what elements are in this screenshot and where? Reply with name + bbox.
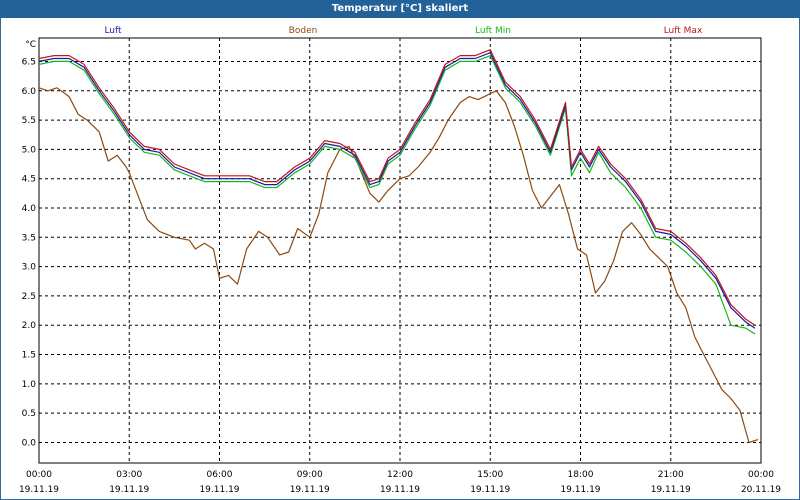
series-line-luft-max (38, 49, 756, 326)
plot-area (38, 37, 762, 464)
y-tick-label: 6.5 (22, 57, 36, 67)
x-tick-time: 21:00 (658, 470, 684, 480)
x-tick-time: 00:00 (748, 470, 774, 480)
x-tick-date: 19.11.19 (19, 485, 59, 495)
y-tick-label: 3.0 (22, 263, 37, 273)
x-tick-date: 19.11.19 (199, 485, 239, 495)
x-tick-date: 19.11.19 (560, 485, 600, 495)
x-tick-time: 00:00 (26, 470, 52, 480)
x-tick-time: 06:00 (207, 470, 233, 480)
x-tick-date: 20.11.19 (741, 485, 781, 495)
legend-entry: Luft (104, 26, 122, 36)
x-tick-date: 19.11.19 (470, 485, 510, 495)
x-tick-date: 19.11.19 (651, 485, 691, 495)
y-tick-label: 0.0 (22, 438, 37, 448)
y-axis: 0.0 0.5 1.0 1.5 2.0 2.5 3.0 3.5 4.0 4.5 5.0 5.5 6.0 6… (22, 40, 37, 448)
y-tick-label: 5.0 (22, 145, 37, 155)
y-tick-label: 6.0 (22, 87, 37, 97)
x-tick-time: 12:00 (387, 470, 413, 480)
series-line-luft-min (38, 54, 756, 335)
x-tick-time: 18:00 (568, 470, 594, 480)
series-lines (38, 49, 759, 444)
y-tick-label: 0.5 (22, 409, 36, 419)
legend: Luft Boden Luft Min Luft Max (104, 26, 703, 36)
legend-entry: Luft Max (664, 26, 703, 36)
x-tick-date: 19.11.19 (380, 485, 420, 495)
series-line-luft (38, 52, 756, 329)
y-axis-label: °C (25, 40, 36, 50)
y-tick-label: 5.5 (22, 116, 36, 126)
x-tick-time: 15:00 (477, 470, 503, 480)
x-tick-date: 19.11.19 (109, 485, 149, 495)
x-axis: 00:00 19.11.19 03:00 19.11.19 06:00 19.11.19 0… (19, 470, 781, 495)
y-tick-label: 3.5 (22, 233, 36, 243)
grid (39, 38, 761, 463)
legend-entry: Boden (289, 26, 318, 36)
legend-entry: Luft Min (475, 26, 511, 36)
y-tick-label: 4.5 (22, 175, 36, 185)
x-tick-time: 09:00 (297, 470, 323, 480)
x-tick-time: 03:00 (116, 470, 142, 480)
y-tick-label: 4.0 (22, 204, 37, 214)
y-tick-label: 1.5 (22, 351, 36, 361)
y-tick-label: 1.0 (22, 380, 37, 390)
x-tick-date: 19.11.19 (290, 485, 330, 495)
window-title: Temperatur [°C] skaliert (0, 0, 800, 18)
series-line-boden (38, 87, 759, 444)
y-tick-label: 2.5 (22, 292, 36, 302)
y-tick-label: 2.0 (22, 321, 37, 331)
